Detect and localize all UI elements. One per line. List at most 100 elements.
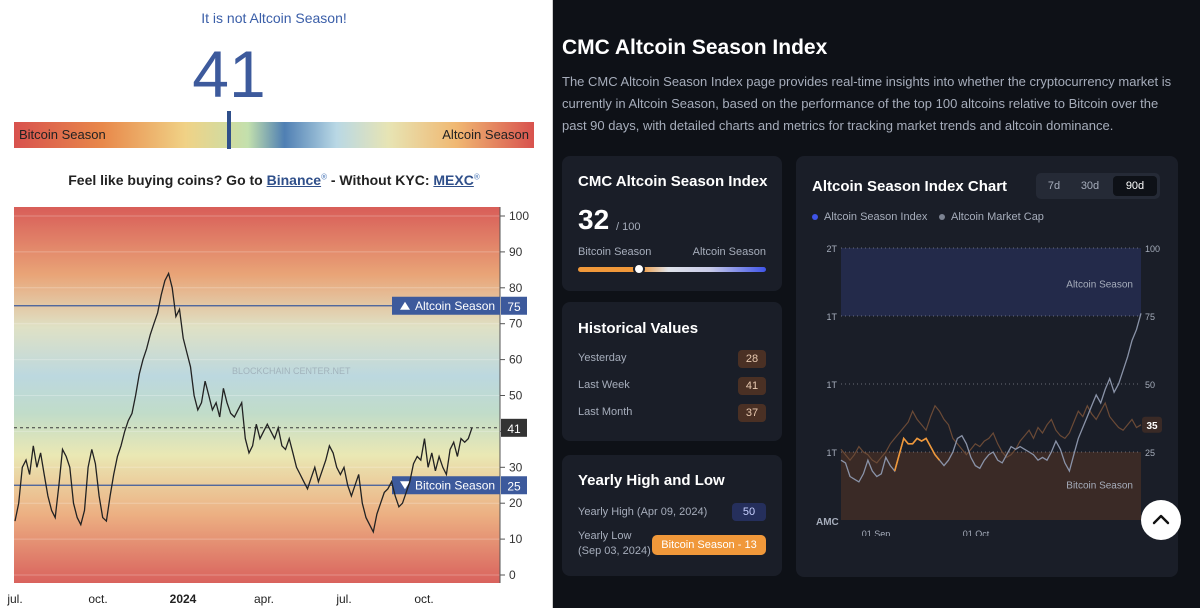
x-tick-label: 01 Sep xyxy=(862,529,891,536)
y-tick-label: 80 xyxy=(509,281,523,295)
altcoin-season-history-chart: BLOCKCHAIN CENTER.NET 010203040506070809… xyxy=(6,207,529,606)
tab-90d[interactable]: 90d xyxy=(1113,176,1157,196)
legend-altcoin-season-index[interactable]: Altcoin Season Index xyxy=(812,211,927,223)
y-right-tick-label: 75 xyxy=(1145,312,1155,322)
y-tick-label: 30 xyxy=(509,460,523,474)
y-tick-label: 20 xyxy=(509,496,523,510)
y-left-tick-label: 1T xyxy=(826,380,837,390)
gauge-marker xyxy=(227,111,231,149)
y-right-tick-label: 100 xyxy=(1145,244,1160,254)
historical-values-title: Historical Values xyxy=(578,320,699,337)
blockchaincenter-panel: It is not Altcoin Season! 41 Bitcoin Sea… xyxy=(0,0,553,608)
x-tick-label: apr. xyxy=(254,592,274,606)
buy-prefix-text: Feel like buying coins? Go to xyxy=(68,172,267,188)
yearly-high-date: (Apr 09, 2024) xyxy=(636,506,708,518)
legend-dot-blue xyxy=(812,214,818,221)
buy-middle-text: - Without KYC: xyxy=(326,172,434,188)
legend-label: Altcoin Season Index xyxy=(824,211,928,223)
x-tick-label: 01 Oct xyxy=(963,529,990,536)
current-value-badge xyxy=(1142,416,1162,433)
mexc-link[interactable]: MEXC xyxy=(433,172,474,188)
legend-label: Altcoin Market Cap xyxy=(951,211,1044,223)
threshold-value-tag xyxy=(501,296,527,315)
yearly-high-low-title: Yearly High and Low xyxy=(578,472,725,489)
y-tick-label: 10 xyxy=(509,532,523,546)
y-right-tick-label: 50 xyxy=(1145,380,1155,390)
index-card-title: CMC Altcoin Season Index xyxy=(578,173,768,190)
y-left-tick-label: 1T xyxy=(826,448,837,458)
historical-value-badge: 28 xyxy=(738,350,766,368)
chart-background xyxy=(14,207,500,583)
tab-7d[interactable]: 7d xyxy=(1047,180,1061,192)
yearly-high-badge: 50 xyxy=(732,503,766,521)
chevron-up-icon xyxy=(1152,514,1170,525)
yearly-low-date: (Sep 03, 2024) xyxy=(578,545,651,557)
binance-link[interactable]: Binance xyxy=(266,172,322,188)
historical-values-card: Historical Values Yesterday 28 Last Week… xyxy=(562,302,782,441)
current-value-badge-text: 35 xyxy=(1146,421,1158,432)
bitcoin-season-zone xyxy=(841,452,1141,520)
historical-row-yesterday: Yesterday 28 xyxy=(578,350,766,368)
historical-row-last-month: Last Month 37 xyxy=(578,404,766,422)
bitcoin-season-zone-label: Bitcoin Season xyxy=(1066,481,1133,492)
index-card-max: / 100 xyxy=(616,221,641,233)
threshold-value-tag-text: 75 xyxy=(507,300,521,314)
index-card-value: 32 xyxy=(578,204,610,235)
triangle-up-icon xyxy=(400,301,410,310)
yearly-high-label: Yearly High (Apr 09, 2024) xyxy=(578,506,707,518)
legend-dot-grey xyxy=(939,214,945,221)
legend-altcoin-market-cap[interactable]: Altcoin Market Cap xyxy=(939,211,1044,223)
index-chart-plot: Altcoin Season Bitcoin Season 2T 1T 1T 1T 10… xyxy=(816,244,1162,536)
page-title: CMC Altcoin Season Index xyxy=(562,36,828,59)
buy-coins-line: Feel like buying coins? Go to Binance® -… xyxy=(0,172,548,188)
scroll-to-top-button[interactable] xyxy=(1141,500,1181,540)
y-tick-label: 50 xyxy=(509,389,523,403)
threshold-value-tag-text: 25 xyxy=(507,479,521,493)
altcoin-season-zone-label: Altcoin Season xyxy=(1066,279,1133,290)
range-tab-group: 7d 30d 90d xyxy=(1036,173,1160,199)
page-description: The CMC Altcoin Season Index page provid… xyxy=(562,74,1172,133)
yearly-high-text: Yearly High xyxy=(578,506,634,518)
gauge-bitcoin-season-label: Bitcoin Season xyxy=(19,127,106,142)
x-tick-label: jul. xyxy=(6,592,22,606)
index-slider-track xyxy=(578,267,766,272)
y-tick-label: 0 xyxy=(509,568,516,582)
y-tick-label: 70 xyxy=(509,317,523,331)
chart-watermark: BLOCKCHAIN CENTER.NET xyxy=(232,366,351,376)
yearly-low-badge: Bitcoin Season - 13 xyxy=(652,535,766,555)
x-tick-label: 2024 xyxy=(170,592,197,606)
x-tick-label: oct. xyxy=(88,592,107,606)
gauge-altcoin-season-label: Altcoin Season xyxy=(442,127,529,142)
threshold-label: Altcoin Season xyxy=(415,299,495,313)
x-tick-label: oct. xyxy=(414,592,433,606)
index-chart-card: Altcoin Season Index Chart 7d 30d 90d Al… xyxy=(796,156,1178,577)
historical-row-last-week: Last Week 41 xyxy=(578,377,766,395)
index-slider-knob xyxy=(633,263,645,275)
yearly-high-low-card: Yearly High and Low Yearly High (Apr 09,… xyxy=(562,455,782,576)
x-tick-label: jul. xyxy=(335,592,351,606)
altcoin-season-index-line xyxy=(840,313,1142,483)
altcoin-market-cap-line xyxy=(840,401,1142,464)
y-tick-label: 90 xyxy=(509,245,523,259)
threshold-value-tag xyxy=(501,476,527,495)
season-status-text: It is not Altcoin Season! xyxy=(201,10,347,26)
triangle-down-icon xyxy=(400,481,410,490)
season-gauge-bar: Bitcoin Season Altcoin Season xyxy=(14,122,534,148)
mexc-registered-mark: ® xyxy=(473,172,480,182)
current-value-tag-text: 41 xyxy=(507,422,521,436)
binance-registered-mark: ® xyxy=(321,172,327,182)
altcoin-season-zone xyxy=(841,248,1141,316)
altcoin-season-index-line xyxy=(14,271,473,534)
threshold-label: Bitcoin Season xyxy=(415,478,495,492)
y-right-tick-label: 25 xyxy=(1145,448,1155,458)
threshold-label-box xyxy=(392,476,500,495)
historical-label: Yesterday xyxy=(578,352,627,364)
season-index-value: 41 xyxy=(192,37,266,111)
index-card: CMC Altcoin Season Index 32 / 100 Bitcoi… xyxy=(562,156,782,291)
historical-value-badge: 37 xyxy=(738,404,766,422)
tab-30d[interactable]: 30d xyxy=(1080,180,1100,192)
chart-watermark-amc: AMC xyxy=(816,517,839,528)
index-altcoin-season-label: Altcoin Season xyxy=(692,246,766,258)
threshold-label-box xyxy=(392,296,500,315)
index-chart-title: Altcoin Season Index Chart xyxy=(812,178,1008,195)
